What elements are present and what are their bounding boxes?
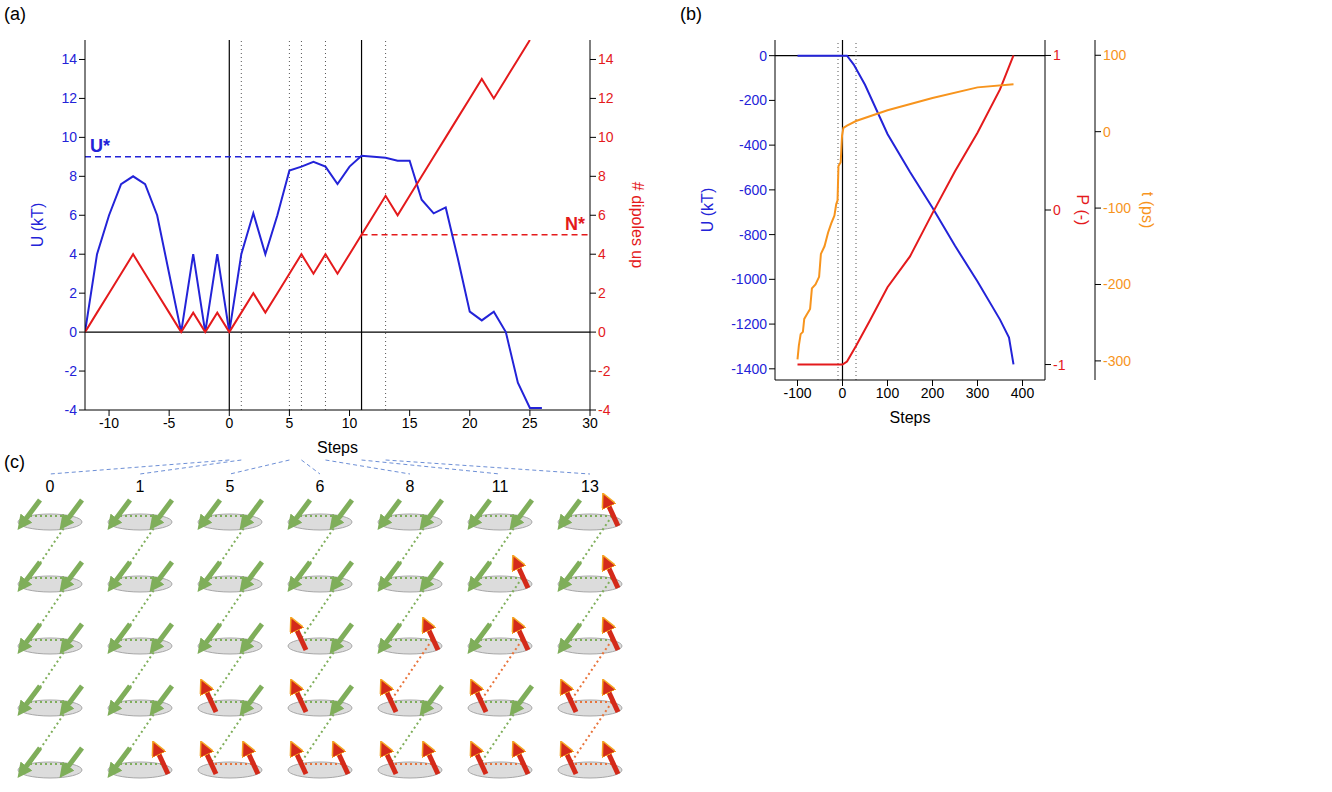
svg-text:0: 0 [225, 415, 233, 431]
svg-text:U (kT): U (kT) [699, 188, 716, 232]
svg-text:-300: -300 [1103, 353, 1131, 369]
svg-text:300: 300 [966, 385, 990, 401]
svg-text:4: 4 [598, 246, 606, 262]
svg-text:1: 1 [136, 478, 145, 495]
svg-text:0: 0 [759, 48, 767, 64]
html-text:(c): (c) [4, 452, 25, 472]
html-text:(b): (b) [680, 4, 702, 24]
svg-text:-4: -4 [65, 402, 78, 418]
svg-text:8: 8 [406, 478, 415, 495]
svg-text:-1000: -1000 [731, 271, 767, 287]
svg-text:-100: -100 [1103, 200, 1131, 216]
svg-text:200: 200 [921, 385, 945, 401]
svg-text:# dipoles up: # dipoles up [629, 182, 646, 268]
svg-text:5: 5 [226, 478, 235, 495]
svg-text:10: 10 [342, 415, 358, 431]
svg-text:15: 15 [402, 415, 418, 431]
svg-text:-4: -4 [598, 402, 611, 418]
svg-text:Steps: Steps [890, 409, 931, 426]
svg-text:12: 12 [61, 90, 77, 106]
svg-text:8: 8 [69, 168, 77, 184]
svg-text:0: 0 [1053, 202, 1061, 218]
svg-text:-1: -1 [1053, 357, 1066, 373]
svg-text:25: 25 [522, 415, 538, 431]
svg-text:14: 14 [61, 51, 77, 67]
svg-text:6: 6 [316, 478, 325, 495]
svg-text:100: 100 [1103, 47, 1127, 63]
svg-text:11: 11 [492, 478, 509, 495]
svg-text:6: 6 [598, 207, 606, 223]
svg-text:1: 1 [1053, 47, 1061, 63]
svg-text:-2: -2 [65, 363, 78, 379]
svg-text:U (kT): U (kT) [29, 203, 46, 247]
svg-text:2: 2 [598, 285, 606, 301]
svg-text:-600: -600 [739, 182, 767, 198]
svg-text:100: 100 [876, 385, 900, 401]
svg-text:14: 14 [598, 51, 614, 67]
svg-text:-5: -5 [163, 415, 176, 431]
svg-text:0: 0 [46, 478, 55, 495]
svg-text:10: 10 [598, 129, 614, 145]
svg-text:400: 400 [1011, 385, 1035, 401]
svg-text:4: 4 [69, 246, 77, 262]
svg-text:-1400: -1400 [731, 361, 767, 377]
svg-text:-1200: -1200 [731, 316, 767, 332]
svg-text:-200: -200 [739, 92, 767, 108]
svg-text:13: 13 [581, 478, 599, 495]
svg-text:20: 20 [462, 415, 478, 431]
svg-text:-100: -100 [783, 385, 811, 401]
svg-text:-2: -2 [598, 363, 611, 379]
svg-text:0: 0 [1103, 124, 1111, 140]
svg-text:Steps: Steps [317, 439, 358, 456]
svg-text:0: 0 [839, 385, 847, 401]
svg-text:-400: -400 [739, 137, 767, 153]
svg-text:6: 6 [69, 207, 77, 223]
svg-text:-10: -10 [99, 415, 119, 431]
svg-text:0: 0 [69, 324, 77, 340]
svg-text:N*: N* [565, 214, 585, 234]
svg-text:8: 8 [598, 168, 606, 184]
svg-text:2: 2 [69, 285, 77, 301]
svg-text:U*: U* [90, 136, 110, 156]
svg-text:t (ps): t (ps) [1139, 192, 1156, 228]
svg-text:30: 30 [582, 415, 598, 431]
svg-text:10: 10 [61, 129, 77, 145]
html-text:(a): (a) [4, 4, 26, 24]
svg-text:12: 12 [598, 90, 614, 106]
svg-text:0: 0 [598, 324, 606, 340]
svg-text:-200: -200 [1103, 276, 1131, 292]
svg-text:-800: -800 [739, 227, 767, 243]
svg-text:5: 5 [286, 415, 294, 431]
svg-text:P (-): P (-) [1074, 195, 1091, 226]
